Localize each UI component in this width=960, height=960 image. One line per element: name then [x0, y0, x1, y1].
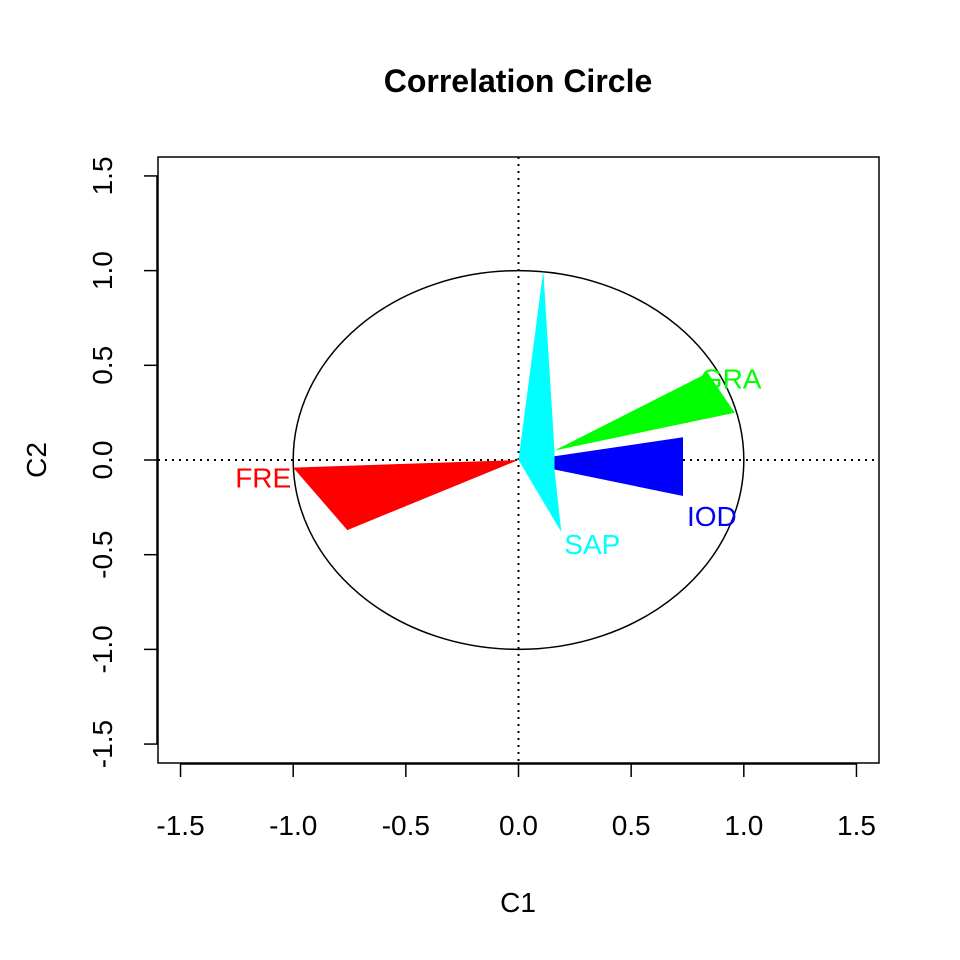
- variable-arrow-fre: [293, 460, 519, 531]
- x-axis-label: C1: [500, 887, 536, 918]
- y-tick-label: 0.0: [87, 441, 118, 480]
- variable-label-iod: IOD: [687, 501, 737, 532]
- chart-title: Correlation Circle: [384, 63, 653, 99]
- x-tick-label: 1.5: [837, 810, 876, 841]
- variable-arrow-sap: [518, 270, 562, 532]
- unit-circle: [292, 269, 745, 651]
- variable-arrow-gra: [554, 372, 735, 451]
- x-tick-label: 0.5: [612, 810, 651, 841]
- x-tick-label: -1.0: [269, 810, 317, 841]
- y-tick-label: 0.5: [87, 346, 118, 385]
- x-tick-label: 0.0: [499, 810, 538, 841]
- plot-area: FRE GRA IOD SAP: [158, 157, 879, 763]
- y-tick-label: -1.0: [87, 625, 118, 673]
- variable-label-sap: SAP: [564, 529, 620, 560]
- y-tick-label: 1.0: [87, 251, 118, 290]
- axes: -1.5 -1.0 -0.5 0.0 0.5 1.0 1.5 -1.5 -1.0 -0.5 0.0 0…: [87, 156, 876, 841]
- x-tick-label: -0.5: [382, 810, 430, 841]
- x-tick-label: 1.0: [724, 810, 763, 841]
- variable-label-gra: GRA: [701, 364, 762, 395]
- y-axis-label: C2: [21, 442, 52, 478]
- y-tick-label: -0.5: [87, 531, 118, 579]
- variable-arrow-iod: [554, 437, 683, 496]
- y-tick-label: 1.5: [87, 156, 118, 195]
- variable-label-fre: FRE: [235, 463, 291, 494]
- x-tick-label: -1.5: [156, 810, 204, 841]
- y-tick-label: -1.5: [87, 720, 118, 768]
